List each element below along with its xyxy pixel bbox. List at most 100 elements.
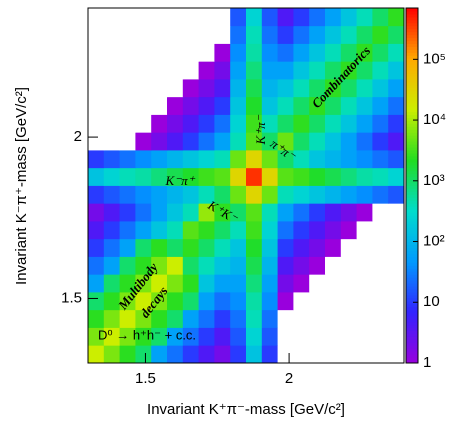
heatmap-cell — [356, 185, 373, 204]
colorbar-segment — [406, 123, 418, 127]
heatmap-cell — [293, 345, 310, 364]
heatmap-cell — [246, 292, 263, 311]
colorbar-segment — [406, 167, 418, 172]
heatmap-cell — [261, 150, 278, 169]
colorbar-segment — [406, 221, 418, 225]
heatmap-cell — [88, 25, 105, 44]
heatmap-cell — [214, 292, 231, 311]
heatmap-cell — [230, 292, 247, 311]
heatmap-cell — [198, 8, 215, 27]
heatmap-cell — [293, 61, 310, 80]
heatmap-cell — [167, 292, 184, 311]
colorbar-segment — [406, 147, 418, 151]
heatmap-cell — [214, 132, 231, 151]
heatmap-cell — [167, 309, 184, 328]
colorbar-segment — [406, 144, 418, 148]
heatmap-cell — [214, 25, 231, 44]
colorbar-segment — [406, 31, 418, 36]
heatmap-cell — [277, 150, 294, 169]
heatmap-cell — [151, 114, 168, 133]
heatmap-cell — [277, 274, 294, 293]
colorbar-segment — [406, 164, 418, 169]
x-tick-label: 1.5 — [135, 370, 156, 387]
heatmap-cell — [103, 327, 120, 346]
heatmap-cell — [230, 61, 247, 80]
colorbar-segment — [406, 303, 418, 308]
heatmap-cell — [198, 96, 215, 115]
heatmap-cell — [230, 345, 247, 364]
heatmap-cell — [167, 238, 184, 257]
colorbar-segment — [406, 52, 418, 56]
heatmap-cell — [167, 203, 184, 222]
heatmap-cell — [88, 96, 105, 115]
heatmap-cell — [182, 203, 199, 222]
heatmap-cell — [103, 185, 120, 204]
heatmap-cell — [151, 150, 168, 169]
heatmap-cell — [388, 203, 405, 222]
heatmap-cell — [261, 309, 278, 328]
heatmap-cell — [119, 185, 136, 204]
colorbar-segment — [406, 158, 418, 163]
heatmap-cell — [182, 114, 199, 133]
heatmap-cell — [372, 79, 389, 98]
heatmap-cell — [356, 150, 373, 169]
heatmap-cell — [198, 274, 215, 293]
heatmap-cell — [325, 8, 342, 27]
heatmap-cell — [88, 238, 105, 257]
colorbar-segment — [406, 10, 418, 15]
heatmap-cell — [119, 96, 136, 115]
heatmap-cell — [103, 79, 120, 98]
heatmap-cell — [293, 8, 310, 27]
heatmap-cell — [340, 345, 357, 364]
heatmap-cell — [88, 8, 105, 27]
colorbar-segment — [406, 262, 418, 266]
heatmap-cell — [325, 185, 342, 204]
colorbar-segment — [406, 354, 418, 358]
heatmap-cell — [214, 114, 231, 133]
heatmap-cell — [198, 114, 215, 133]
heatmap-cell — [309, 274, 326, 293]
heatmap-cell — [167, 96, 184, 115]
heatmap-cell — [119, 221, 136, 240]
heatmap-cell — [103, 132, 120, 151]
heatmap-cell — [119, 292, 136, 311]
heatmap-cell — [356, 221, 373, 240]
colorbar-segment — [406, 209, 418, 213]
heatmap-cell — [340, 61, 357, 80]
heatmap-cell — [356, 25, 373, 44]
heatmap-cell — [277, 96, 294, 115]
heatmap-cell — [88, 132, 105, 151]
heatmap-cell — [388, 79, 405, 98]
heatmap-cell — [167, 150, 184, 169]
heatmap-cell — [372, 292, 389, 311]
heatmap-cell — [214, 43, 231, 62]
heatmap-cell — [198, 256, 215, 275]
heatmap-cell — [135, 132, 152, 151]
heatmap-cell — [372, 167, 389, 186]
heatmap-cell — [198, 185, 215, 204]
heatmap-cell — [119, 345, 136, 364]
heatmap-cell — [261, 185, 278, 204]
heatmap-cell — [167, 274, 184, 293]
heatmap-cell — [261, 256, 278, 275]
heatmap-cell — [340, 150, 357, 169]
heatmap-cell — [151, 185, 168, 204]
heatmap-cell — [388, 25, 405, 44]
heatmap-cell — [372, 256, 389, 275]
colorbar-tick-label: 10⁴ — [423, 111, 446, 128]
heatmap-cell — [119, 114, 136, 133]
heatmap-cell — [198, 203, 215, 222]
heatmap-cell — [325, 167, 342, 186]
colorbar-segment — [406, 176, 418, 181]
heatmap-cell — [277, 221, 294, 240]
colorbar-segment — [406, 49, 418, 53]
colorbar-segment — [406, 81, 418, 86]
heatmap-cell — [182, 185, 199, 204]
heatmap-cell — [214, 96, 231, 115]
heatmap-cell — [340, 309, 357, 328]
colorbar-segment — [406, 300, 418, 305]
heatmap-cell — [325, 221, 342, 240]
heatmap-cell — [340, 132, 357, 151]
colorbar-segment — [406, 286, 418, 290]
